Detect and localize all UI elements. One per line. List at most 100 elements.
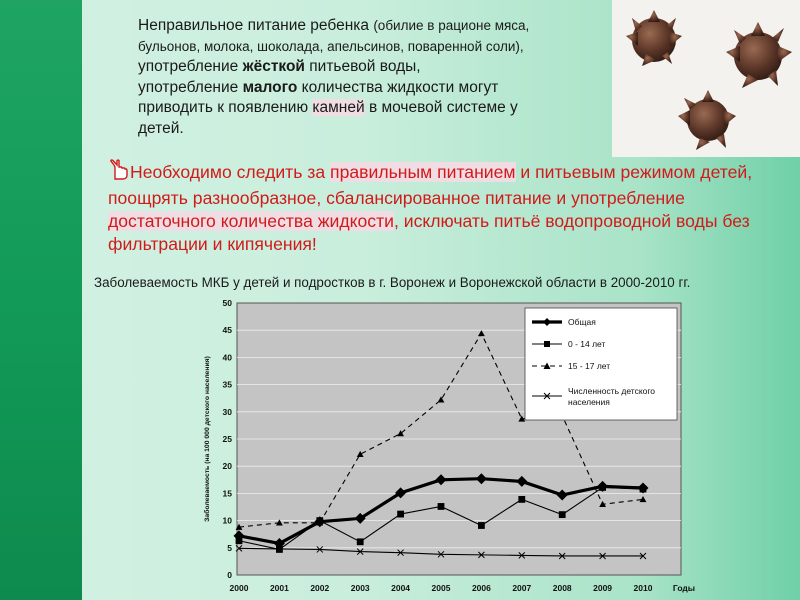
series-3-point (639, 495, 647, 503)
warning-seg5: , исключать питьё водопроводной воды без… (108, 211, 750, 254)
legend-marker-2 (544, 341, 550, 347)
intro-line4-bold: малого (242, 78, 298, 96)
series-4-point (235, 544, 243, 552)
y-tick-label: 5 (227, 543, 232, 553)
legend-label-3: 15 - 17 лет (568, 361, 610, 371)
series-1-point (354, 512, 366, 524)
series-2-point (518, 495, 526, 503)
series-4-point (558, 552, 566, 560)
legend-box (524, 307, 678, 421)
series-4-point (599, 552, 606, 560)
y-tick-label: 50 (223, 298, 233, 308)
y-tick-label: 10 (223, 516, 233, 526)
intro-text: Неправильное питание ребенка (обилие в р… (138, 16, 608, 140)
warning-seg1: Необходимо следить за (130, 162, 331, 182)
warning-message: Необходимо следить за правильным питание… (108, 159, 788, 256)
intro-line3-b: питьевой воды, (304, 58, 421, 76)
x-axis-label: Годы (673, 583, 695, 593)
series-4-point (437, 550, 445, 558)
stone-2 (726, 22, 792, 88)
series-2-point (478, 522, 485, 529)
intro-line3-a: употребление (138, 58, 243, 76)
intro-line5-highlight: камней (312, 99, 365, 117)
series-line-3 (238, 332, 644, 528)
intro-line6: детей. (138, 119, 184, 137)
series-3-point (356, 450, 364, 457)
x-tick-label: 2001 (270, 583, 289, 593)
series-3-point (437, 396, 445, 403)
legend-label-1: Общая (568, 317, 596, 327)
series-1-point (556, 489, 568, 501)
x-tick-label: 2009 (593, 583, 612, 593)
y-tick-label: 40 (223, 352, 233, 362)
y-tick-label: 20 (223, 461, 233, 471)
legend-marker-3 (543, 362, 551, 369)
intro-line2: бульонов, молока, шоколада, апельсинов, … (138, 38, 524, 54)
y-tick-label: 30 (223, 407, 233, 417)
series-3-point (478, 330, 485, 337)
series-2-point (558, 511, 566, 519)
series-2-point (437, 503, 445, 510)
series-3-point (235, 523, 243, 530)
intro-line4-a: употребление (138, 78, 243, 96)
intro-line5-b: в мочевой системе у (364, 99, 518, 117)
warning-seg2: правильным питанием (330, 162, 516, 182)
series-4-point (518, 552, 526, 559)
series-3-point (397, 430, 404, 437)
y-tick-label: 0 (227, 570, 232, 580)
series-1-point (233, 530, 245, 542)
series-2-point (599, 484, 606, 491)
stone-1 (626, 10, 682, 66)
series-4-point (478, 551, 485, 559)
series-4-point (397, 549, 404, 557)
series-1-point (475, 473, 487, 485)
y-axis-label: Заболеваемость (на 100 000 детского насе… (203, 356, 211, 522)
series-4-point (356, 548, 364, 555)
kidney-stones-photo (612, 0, 800, 157)
y-tick-label: 15 (223, 488, 233, 498)
left-decor-bar (0, 0, 82, 600)
x-tick-label: 2005 (432, 583, 451, 593)
series-1-point (435, 474, 447, 486)
series-3-point (276, 519, 283, 526)
y-tick-label: 25 (223, 434, 233, 444)
series-3-point (518, 415, 526, 422)
x-tick-label: 2008 (553, 583, 572, 593)
intro-line3-bold: жёсткой (242, 58, 305, 76)
series-3-point (599, 500, 606, 507)
y-tick-label: 45 (223, 325, 233, 335)
series-2-point (235, 537, 243, 545)
chart-caption: Заболеваемость МКБ у детей и подростков … (94, 275, 691, 290)
legend: Общая 0 - 14 лет 15 - 17 лет Численность де… (524, 307, 678, 421)
x-tick-label: 2002 (310, 583, 329, 593)
intro-line1-a: Неправильное питание ребенка (138, 17, 374, 34)
legend-marker-4 (543, 392, 551, 400)
incidence-chart: 0 5 10 15 20 25 30 35 40 45 50 2000 2001 2002 2003 2004… (203, 298, 695, 593)
intro-line1-b: (обилие в рационе мяса, (373, 18, 530, 33)
series-2-point (397, 510, 404, 518)
series-1-point (516, 475, 528, 487)
legend-label-2: 0 - 14 лет (568, 339, 606, 349)
x-tick-label: 2003 (351, 583, 370, 593)
legend-label-4-line2: населения (568, 397, 610, 407)
y-tick-label: 35 (223, 380, 233, 390)
x-tick-label: 2004 (391, 583, 410, 593)
intro-line5-a: приводить к появлению (138, 99, 313, 117)
x-tick-label: 2006 (472, 583, 491, 593)
series-3-point (316, 519, 324, 526)
series-4-point (316, 546, 324, 553)
stone-3 (678, 90, 736, 150)
intro-line4-b: количества жидкости могут (297, 78, 499, 96)
series-1-point (395, 487, 407, 499)
series-2-point (639, 485, 647, 493)
legend-marker-1 (543, 318, 551, 326)
x-tick-label: 2000 (230, 583, 249, 593)
warning-seg4: достаточного количества жидкости (108, 211, 394, 231)
series-4-point (276, 545, 283, 553)
pointing-hand-icon (108, 159, 128, 187)
x-tick-label: 2007 (512, 583, 531, 593)
x-tick-label: 2010 (634, 583, 653, 593)
series-2-point (356, 538, 364, 546)
legend-label-4: Численность детского (568, 386, 655, 396)
warning-seg3: и питьевым режимом детей, поощрять разно… (108, 162, 753, 208)
